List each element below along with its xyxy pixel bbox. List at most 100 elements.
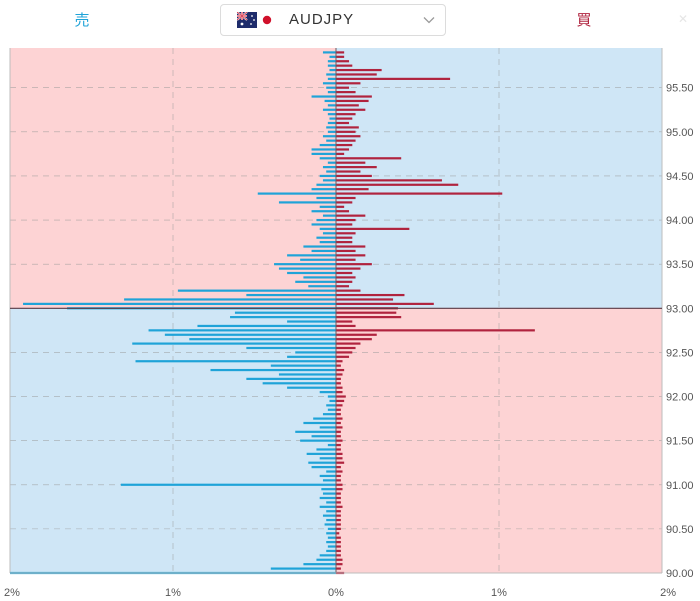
buy-bar [336,183,459,186]
buy-bar [336,377,341,380]
buy-bar [336,439,343,442]
sell-bar [177,289,336,292]
sell-bar [326,532,336,535]
sell-bar [316,236,336,239]
sell-bar [326,126,336,129]
sell-bar [327,408,336,411]
buy-bar [336,404,343,407]
buy-bar [336,188,369,191]
sell-bar [246,377,336,380]
buy-bar [336,68,382,72]
sell-bar [322,232,336,235]
buy-bar [336,483,343,486]
sell-bar [319,505,336,508]
buy-bar [336,82,361,85]
sell-bar [319,143,336,147]
currency-pair-select[interactable]: AUDJPY [220,4,446,36]
buy-bar [336,108,366,111]
sell-bar [327,130,336,133]
sell-bar [326,470,336,473]
y-axis-ticks: 90.00 90.50 91.00 91.50 92.00 92.50 93.00 93.50… [666,83,694,580]
sell-bar [327,104,336,107]
buy-bar [336,227,410,230]
sell-bar [326,139,336,142]
sell-bar [322,514,336,517]
buy-bar [336,417,343,420]
buy-bar [336,457,343,460]
sell-bar [327,60,336,63]
buy-bar [336,435,341,438]
buy-bar [336,316,402,319]
buy-bar [336,139,356,142]
sell-bar [148,329,336,332]
buy-bar [336,95,372,98]
sell-bar [322,108,336,111]
sell-bar [246,346,336,350]
sell-bar [326,86,336,89]
sell-bar [324,523,336,526]
buy-bar [336,452,343,455]
buy-bar [336,64,353,67]
x-tick-label: 0% [328,587,344,599]
buy-bar [336,329,535,332]
buy-bar [336,55,345,58]
sell-bar [270,364,336,367]
buy-bar [336,104,359,107]
sell-bar [322,492,336,495]
buy-bar [336,293,405,297]
buy-bar [336,99,369,103]
buy-bar [336,505,343,508]
sell-bar [278,267,336,270]
close-icon[interactable]: ✕ [677,12,689,26]
sell-bar [308,285,336,288]
sell-bar [326,518,336,522]
sell-bar [327,536,336,539]
sell-bar [329,117,336,120]
buy-bar [336,285,350,288]
sell-bar [327,545,336,548]
buy-bar [336,196,356,200]
sell-bar [327,121,336,125]
buy-bar [336,117,353,120]
buy-bar [336,86,350,89]
buy-bar [336,549,341,553]
sell-bar [322,51,336,54]
sell-bar [319,496,336,500]
sell-bar [287,254,336,257]
sell-bar [327,64,336,67]
y-tick-label: 93.00 [666,303,694,315]
sell-bar [327,395,336,398]
buy-bar [336,461,345,464]
japan-flag-icon [257,12,277,28]
buy-bar [336,254,366,257]
buy-bar [336,364,341,367]
buy-bar [336,510,341,513]
sell-bar [295,280,336,283]
sell-bar [120,483,336,486]
sell-bar [327,91,336,94]
buy-bar [336,121,350,125]
buy-bar [336,488,343,491]
buy-bar [336,518,341,522]
sell-bar [326,170,336,173]
sell-bar [322,135,336,138]
sell-bar [319,227,336,230]
buy-bar [336,532,340,535]
buy-bar [336,527,341,530]
sell-bar [311,152,336,155]
y-tick-label: 94.00 [666,215,694,227]
buy-bar [336,267,361,270]
sell-bar [319,426,336,429]
chart-grid [9,48,663,574]
sell-bar [164,333,336,336]
buy-bar [336,91,356,94]
sell-bar [327,443,336,447]
buy-bar [336,289,361,292]
sell-bar [306,452,336,455]
buy-bar [336,148,350,151]
y-tick-label: 92.00 [666,392,694,404]
sell-bar [319,457,336,460]
sell-bar [234,311,336,314]
sell-bar [308,461,336,464]
